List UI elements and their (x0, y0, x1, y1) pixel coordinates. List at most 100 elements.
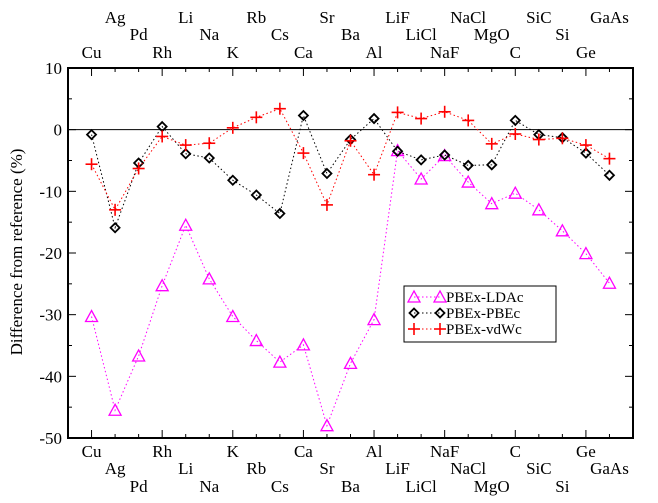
top-category-label: SiC (526, 8, 552, 27)
data-point (179, 139, 192, 152)
data-point (250, 111, 263, 124)
data-point (225, 309, 240, 323)
data-point (179, 147, 192, 160)
top-category-label: Sr (319, 8, 334, 27)
bottom-category-label: LiF (385, 459, 410, 478)
y-tick-label: -40 (39, 367, 62, 386)
series-line (91, 113, 610, 230)
top-category-label: Li (178, 8, 193, 27)
data-point (438, 149, 451, 161)
bottom-category-label: Rb (246, 459, 266, 478)
top-category-label: Pd (130, 25, 148, 44)
data-point (344, 134, 357, 147)
legend-label: PBEx-vdWc (446, 322, 522, 338)
data-point (555, 223, 570, 237)
data-point (109, 221, 121, 234)
bottom-category-label: Si (555, 477, 569, 496)
data-point (132, 162, 145, 175)
bottom-category-label: Cu (82, 442, 102, 461)
data-point (366, 312, 382, 326)
data-point (297, 109, 310, 122)
data-point (556, 132, 569, 145)
bottom-category-label: Ba (341, 477, 360, 496)
data-point (415, 154, 427, 166)
data-point (272, 354, 287, 368)
legend-marker-right (432, 289, 448, 303)
y-axis-label: Difference from reference (%) (7, 149, 26, 356)
data-point (178, 217, 193, 231)
legend-marker-left (408, 307, 420, 319)
data-point (578, 246, 594, 260)
legend-marker-right (434, 307, 446, 319)
y-axis-label-group: Difference from reference (%) (7, 149, 26, 356)
bottom-category-label: Al (366, 442, 383, 461)
top-category-label: Al (366, 43, 383, 62)
y-tick-label: -10 (39, 182, 62, 201)
series-pbex-vdwc (85, 102, 616, 216)
legend-item: PBEx-vdWc (408, 322, 522, 338)
data-point (461, 174, 476, 188)
data-point (603, 152, 616, 165)
data-point (227, 174, 239, 187)
top-category-label: Ca (294, 43, 313, 62)
legend-marker-right (434, 323, 446, 335)
bottom-category-label: GaAs (590, 459, 629, 478)
legend-marker-left (406, 289, 422, 303)
bottom-category-label: K (227, 442, 240, 461)
top-category-label: NaF (430, 43, 459, 62)
y-tick-label: 10 (45, 59, 62, 78)
data-point (107, 402, 123, 416)
bottom-category-label: C (510, 442, 521, 461)
data-point (368, 168, 381, 181)
legend-item: PBEx-PBEc (408, 306, 521, 322)
top-category-label: Ag (105, 8, 126, 27)
y-tick-label: -30 (39, 306, 62, 325)
top-category-label: GaAs (590, 8, 629, 27)
data-point (131, 348, 146, 362)
data-point (203, 137, 216, 150)
y-tick-label: -20 (39, 244, 62, 263)
bottom-category-label: NaCl (450, 459, 486, 478)
data-point (274, 207, 286, 220)
bottom-category-label: Ca (294, 442, 313, 461)
data-point (320, 198, 333, 211)
top-category-label: Ge (576, 43, 596, 62)
data-point (109, 203, 122, 216)
bottom-category-label: Na (199, 477, 219, 496)
legend-label: PBEx-LDAc (446, 290, 524, 306)
data-point (485, 159, 498, 171)
bottom-category-label: LiCl (406, 477, 437, 496)
data-point (343, 356, 358, 370)
data-point (531, 202, 546, 216)
data-point (321, 167, 333, 180)
data-point (391, 145, 404, 158)
legend-box (403, 285, 557, 343)
data-point (391, 106, 404, 119)
top-category-label: NaCl (450, 8, 486, 27)
bottom-category-label: Sr (319, 459, 334, 478)
legend-item: PBEx-LDAc (406, 289, 524, 306)
top-category-label: MgO (474, 25, 510, 44)
data-point (226, 121, 239, 134)
bottom-category-label: Ge (576, 442, 596, 461)
plot-frame (67, 67, 634, 439)
data-point (250, 189, 263, 201)
top-category-label: Si (555, 25, 569, 44)
data-point (509, 114, 522, 127)
top-category-label: C (510, 43, 521, 62)
data-point (509, 127, 522, 140)
data-point (414, 171, 429, 185)
data-point (532, 133, 545, 146)
data-point (415, 112, 428, 125)
data-point (203, 152, 216, 164)
series-line (91, 149, 610, 428)
top-category-label: Cs (271, 25, 289, 44)
data-point (579, 139, 592, 152)
data-point (462, 114, 475, 127)
data-point (484, 196, 499, 210)
top-category-label: Na (199, 25, 219, 44)
data-point (202, 271, 217, 285)
